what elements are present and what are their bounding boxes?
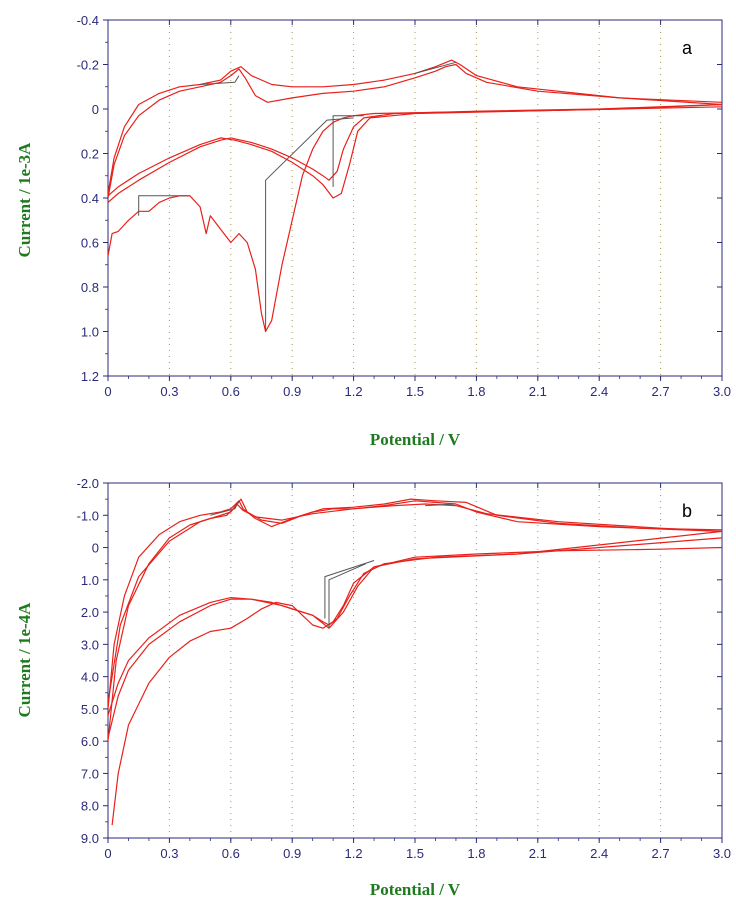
x-tick-label: 0.9 [283,384,301,399]
series-line-10 [425,503,456,507]
series-line-5 [108,59,722,194]
y-tick-label: 9.0 [81,831,99,846]
series-line-6 [108,503,722,703]
x-axis-title: Potential / V [370,880,461,899]
series-line-1 [108,103,722,333]
y-tick-label: 8.0 [81,799,99,814]
x-tick-label: 0.6 [222,846,240,861]
series-line-2 [108,103,722,203]
y-tick-label: 7.0 [81,766,99,781]
y-tick-label: 1.0 [81,325,99,340]
x-tick-label: 2.1 [529,384,547,399]
series-line-5 [108,498,722,742]
x-tick-label: 0 [104,846,111,861]
y-tick-label: -0.2 [77,58,99,73]
y-tick-label: 0.2 [81,147,99,162]
y-tick-label: 1.0 [81,573,99,588]
y-tick-label: 6.0 [81,734,99,749]
y-tick-label: -1.0 [77,508,99,523]
y-tick-label: 0 [92,541,99,556]
y-tick-label: 0.8 [81,280,99,295]
series-line-7 [265,117,354,332]
series-line-4 [108,63,722,199]
series-group [108,498,722,826]
x-tick-label: 3.0 [713,384,731,399]
series-line-9 [210,500,240,516]
x-tick-label: 2.1 [529,846,547,861]
series-line-3 [108,106,722,199]
x-tick-label: 1.2 [345,846,363,861]
series-line-8 [332,115,364,187]
y-tick-label: -0.4 [77,13,99,28]
chart-panel-a: 0 0.3 0.6 0.9 1.2 1.5 1.8 2.1 2.4 2.7 3.0 -0.4 -0.2 0… [15,13,731,449]
series-line-7 [324,560,375,619]
series-line-10 [414,61,457,74]
y-axis-title: Current / 1e-3A [15,142,34,258]
x-axis-title: Potential / V [370,430,461,449]
x-tick-label: 2.7 [652,384,670,399]
y-tick-label: 3.0 [81,637,99,652]
panel-label: a [682,38,693,58]
x-tick-label: 0.6 [222,384,240,399]
x-tick-label: 2.4 [590,846,608,861]
x-tick-label: 0.3 [160,384,178,399]
plot-frame [107,19,723,377]
x-tick-label: 1.5 [406,846,424,861]
y-axis-title: Current / 1e-4A [15,602,34,718]
x-tick-label: 1.5 [406,384,424,399]
y-tick-label: 0.4 [81,191,99,206]
y-tick-label: 4.0 [81,670,99,685]
x-tick-label: 3.0 [713,846,731,861]
x-tick-label: 0.3 [160,846,178,861]
series-line-9 [200,75,240,85]
y-tick-label: 1.2 [81,369,99,384]
x-tick-label: 0 [104,384,111,399]
y-tick-label: 5.0 [81,702,99,717]
series-line-3 [108,530,722,716]
panel-label: b [682,501,692,521]
x-tick-label: 2.4 [590,384,608,399]
y-tick-label: 2.0 [81,605,99,620]
series-line-8 [328,563,367,629]
x-tick-label: 1.8 [467,846,485,861]
y-tick-label: 0.6 [81,236,99,251]
x-tick-label: 1.8 [467,384,485,399]
x-tick-label: 1.2 [345,384,363,399]
chart-panel-b: 0 0.3 0.6 0.9 1.2 1.5 1.8 2.1 2.4 2.7 3.0 -2.0 -1.0 0… [15,476,731,899]
plot-frame [107,482,723,839]
y-tick-label: -2.0 [77,476,99,491]
x-tick-label: 0.9 [283,846,301,861]
x-tick-label: 2.7 [652,846,670,861]
series-group [108,59,722,333]
series-line-6 [138,195,190,216]
y-tick-label: 0 [92,102,99,117]
